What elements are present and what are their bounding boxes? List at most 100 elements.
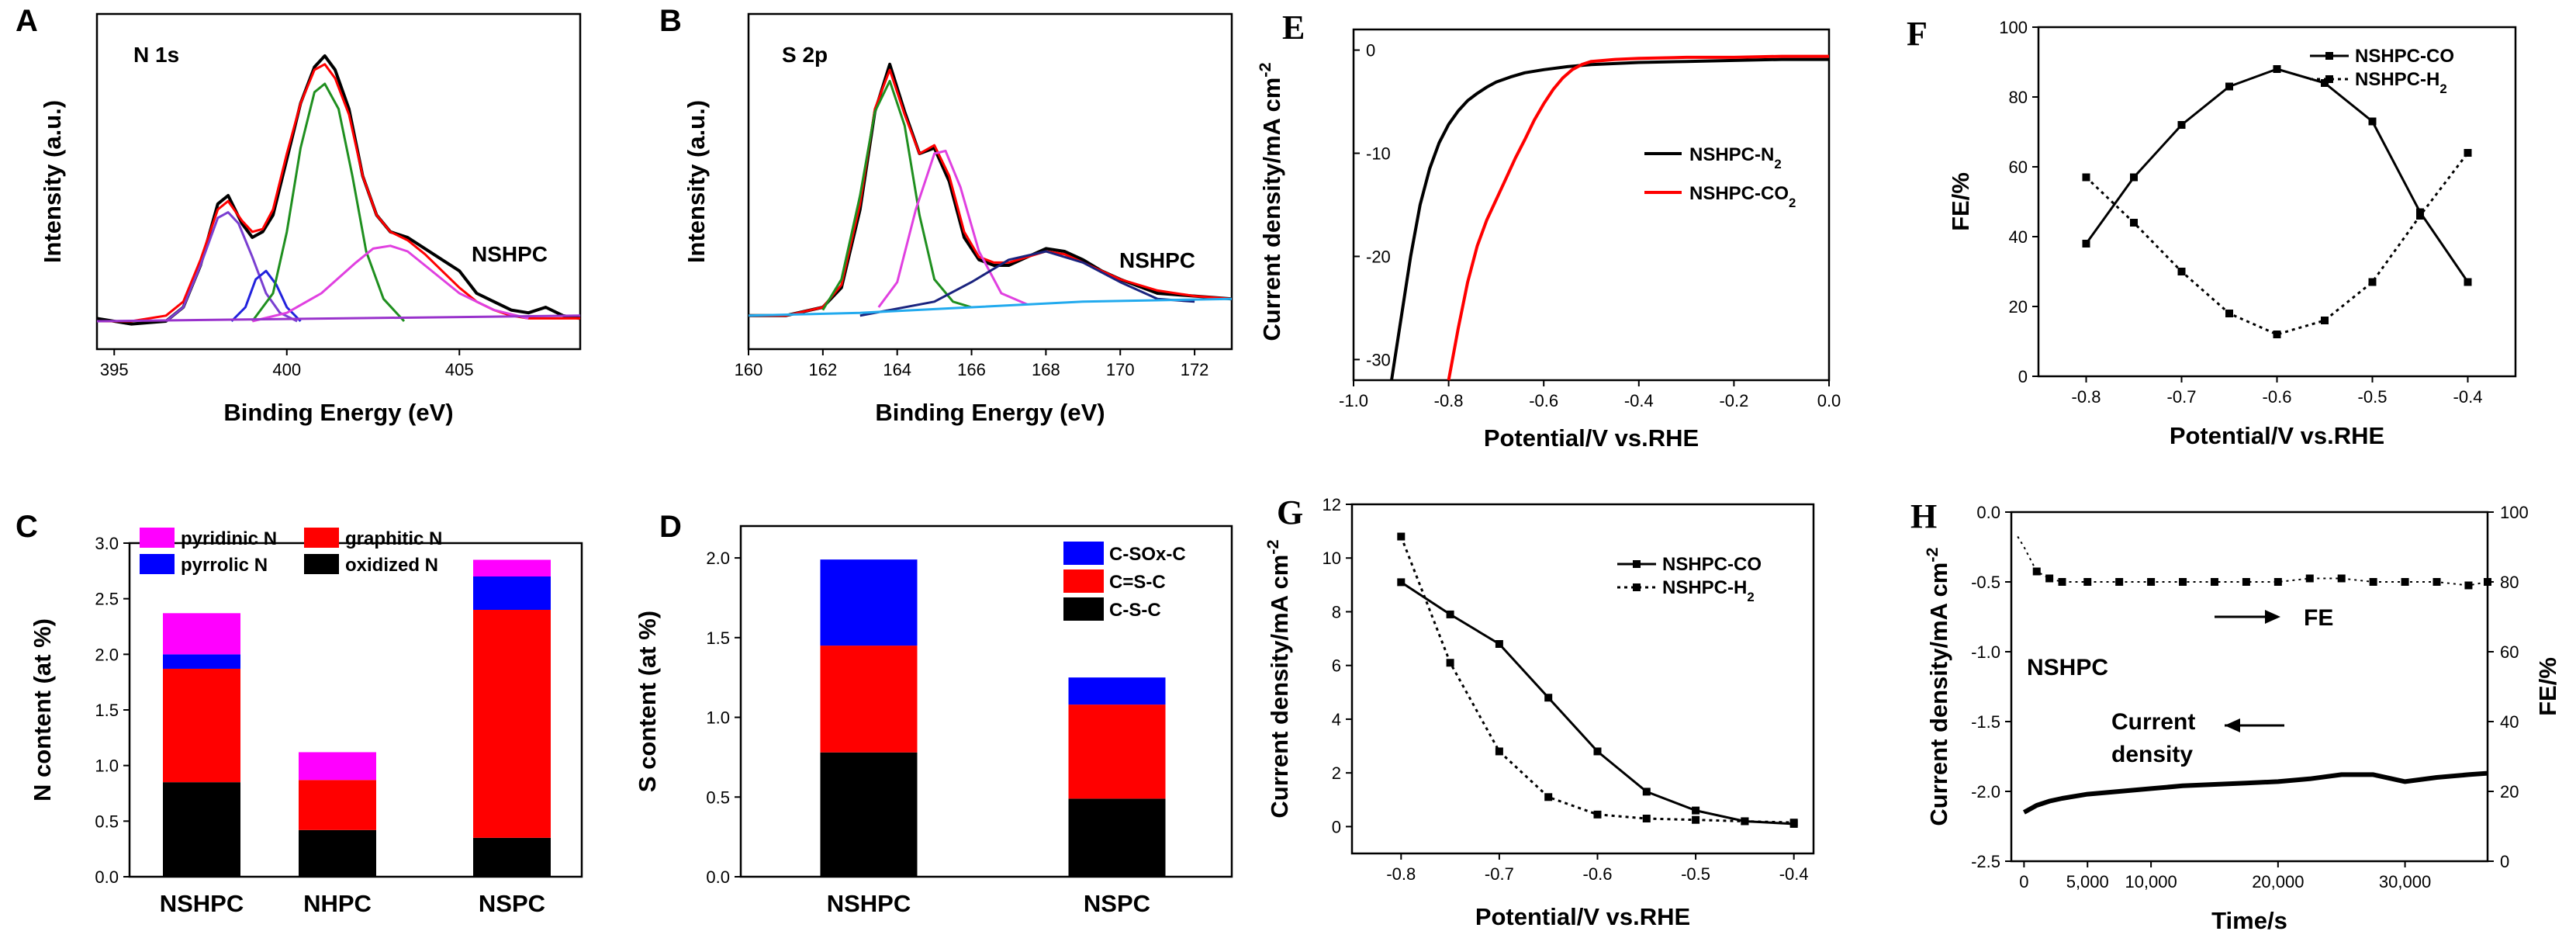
x-axis-title-G: Potential/V vs.RHE bbox=[1475, 903, 1690, 930]
bar-D-NSHPC-C-S-C bbox=[820, 646, 918, 753]
legend-swatch-C-1 bbox=[304, 528, 339, 548]
point-G-1-5 bbox=[1642, 815, 1651, 822]
x-axis-H-tick-label-1: 5,000 bbox=[2066, 872, 2109, 891]
bar-D-NSPC-C-SOx-C bbox=[1068, 677, 1166, 705]
y-axis-title-E-sub: -2 bbox=[1255, 62, 1274, 77]
legend-swatch-C-0 bbox=[140, 528, 175, 548]
point-H-fe-2 bbox=[2032, 567, 2041, 576]
legend-swatch-C-3 bbox=[304, 554, 339, 574]
series-B-1 bbox=[749, 68, 1233, 317]
bar-C-NSPC-pyrrolic-N bbox=[473, 576, 551, 610]
panel-H: 0 5,000 10,000 20,000 30,000 0.0 -0.5 -1.0 -1.5 -… bbox=[1910, 497, 2561, 934]
bar-C-NSHPC-graphitic-N bbox=[163, 668, 240, 783]
point-G-0-1 bbox=[1446, 610, 1454, 618]
x-axis-title-E: Potential/V vs.RHE bbox=[1484, 424, 1699, 452]
legend-marker-G-1 bbox=[1633, 583, 1641, 591]
point-G-1-3 bbox=[1544, 793, 1553, 801]
series-H-current bbox=[2022, 770, 2488, 815]
point-F-0-0 bbox=[2082, 240, 2090, 248]
bar-D-NSPC-C-S-C bbox=[1068, 704, 1166, 799]
point-H-fe-10 bbox=[2242, 578, 2250, 586]
plot-frame-D bbox=[739, 524, 1233, 878]
arrow-fe-label: FE bbox=[2304, 605, 2333, 631]
series-B-2 bbox=[821, 79, 972, 311]
y-axis-title-left-H: Current density/mA cm-2 bbox=[1922, 547, 1953, 826]
point-F-1-3 bbox=[2225, 310, 2233, 317]
category-label-D-0: NSHPC bbox=[827, 890, 911, 917]
x-axis-G-tick-label-4: -0.4 bbox=[1779, 864, 1809, 884]
y-axis-G-tick-label-1: 2 bbox=[1332, 763, 1341, 783]
y-axis-left-H-tick-label-0: 0.0 bbox=[1976, 503, 2000, 522]
y-axis-title-E-main: Current density/mA cm bbox=[1258, 78, 1285, 341]
point-F-0-2 bbox=[2177, 121, 2186, 129]
series-G-0 bbox=[1400, 581, 1794, 826]
y-axis-title-B: Intensity (a.u.) bbox=[683, 100, 710, 263]
series-E-1 bbox=[1447, 54, 1829, 381]
y-axis-right-H-tick-label-1: 20 bbox=[2500, 782, 2519, 801]
x-axis-F-tick-label-0: -0.8 bbox=[2072, 387, 2101, 407]
y-axis-D-tick-label-1: 0.5 bbox=[706, 788, 730, 807]
y-axis-D-tick-label-2: 1.0 bbox=[706, 708, 730, 728]
series-E-0 bbox=[1390, 57, 1829, 381]
point-H-fe-15 bbox=[2401, 578, 2409, 586]
legend-label-E-1-main: NSHPC-CO bbox=[1689, 183, 1789, 204]
spectrum-title-A: N 1s bbox=[133, 43, 179, 67]
legend-label-G-0: NSHPC-CO bbox=[1662, 554, 1762, 575]
legend-marker-F-1 bbox=[2325, 75, 2333, 83]
point-H-fe-4 bbox=[2058, 578, 2066, 586]
point-F-0-5 bbox=[2321, 79, 2329, 87]
legend-label-D-0: C-SOx-C bbox=[1109, 544, 1186, 565]
series-A-3 bbox=[230, 269, 302, 323]
legend-swatch-C-2 bbox=[140, 554, 175, 574]
legend-label-F-0-main: NSHPC-CO bbox=[2355, 46, 2454, 67]
y-axis-title-G-main: Current density/mA cm bbox=[1266, 555, 1293, 819]
sample-label-A: NSHPC bbox=[472, 242, 548, 266]
point-G-1-1 bbox=[1446, 659, 1454, 667]
x-axis-A-tick-label-0: 395 bbox=[100, 360, 129, 379]
panel-label-C: C bbox=[16, 510, 38, 544]
y-axis-right-H-tick-label-3: 60 bbox=[2500, 642, 2519, 662]
x-axis-E-tick-label-2: -0.6 bbox=[1529, 391, 1558, 410]
panel-label-E: E bbox=[1282, 9, 1305, 47]
point-G-0-0 bbox=[1397, 578, 1406, 587]
x-axis-E-tick-label-0: -1.0 bbox=[1339, 391, 1368, 410]
point-H-fe-7 bbox=[2147, 578, 2156, 586]
x-axis-F-tick-label-3: -0.5 bbox=[2358, 387, 2388, 407]
legend-label-G-1-main: NSHPC-H bbox=[1662, 577, 1747, 598]
panel-C: 0.0 0.5 1.0 1.5 2.0 2.5 3.0 NSHPC NHPC NSPC C N con… bbox=[16, 510, 583, 917]
panel-G: -0.8 -0.7 -0.6 -0.5 -0.4 0 2 4 6 8 10 12 NSHPC-CONSH… bbox=[1263, 493, 1815, 930]
legend-label-G-1: NSHPC-H2 bbox=[1662, 577, 1755, 604]
plot-frame-E bbox=[1352, 28, 1831, 382]
legend-label-C-1: graphitic N bbox=[345, 528, 442, 549]
y-axis-F-tick-label-5: 100 bbox=[1999, 18, 2028, 37]
x-axis-E-tick-label-5: 0.0 bbox=[1817, 391, 1841, 410]
legend-swatch-D-0 bbox=[1063, 542, 1104, 565]
y-axis-E-tick-label-2: -20 bbox=[1366, 247, 1391, 266]
series-B-3 bbox=[877, 149, 1028, 308]
y-axis-C-tick-label-5: 2.5 bbox=[95, 590, 119, 609]
bar-C-NSPC-pyridinic-N bbox=[473, 559, 551, 576]
point-F-1-7 bbox=[2416, 212, 2424, 220]
legend-label-E-0: NSHPC-N2 bbox=[1689, 144, 1782, 171]
y-axis-title-D: S content (at %) bbox=[634, 611, 661, 792]
legend-label-G-0-main: NSHPC-CO bbox=[1662, 554, 1762, 575]
x-axis-G-tick-label-3: -0.5 bbox=[1681, 864, 1710, 884]
point-H-fe-14 bbox=[2369, 578, 2377, 586]
point-F-0-8 bbox=[2464, 278, 2472, 286]
sample-label-H: NSHPC bbox=[2027, 655, 2108, 680]
panel-B: 160 162 164 166 168 170 172 B S 2p NSHPC Binding E… bbox=[659, 4, 1233, 426]
plot-frame-H bbox=[2010, 511, 2489, 863]
legend-marker-G-0 bbox=[1633, 560, 1641, 568]
y-axis-E-tick-label-1: -10 bbox=[1366, 144, 1391, 164]
point-F-1-5 bbox=[2321, 317, 2329, 324]
y-axis-G-tick-label-3: 6 bbox=[1332, 656, 1341, 676]
y-axis-title-left-H-main: Current density/mA cm bbox=[1925, 563, 1952, 826]
point-H-fe-16 bbox=[2433, 578, 2441, 586]
bar-C-NSHPC-pyridinic-N bbox=[163, 613, 240, 655]
y-axis-G-tick-label-2: 4 bbox=[1332, 710, 1341, 729]
legend-label-C-0: pyridinic N bbox=[181, 528, 277, 549]
point-G-1-2 bbox=[1495, 747, 1503, 756]
point-H-fe-3 bbox=[2045, 574, 2054, 583]
x-axis-A-tick-label-1: 400 bbox=[272, 360, 301, 379]
y-axis-F-tick-label-0: 0 bbox=[2018, 367, 2028, 386]
